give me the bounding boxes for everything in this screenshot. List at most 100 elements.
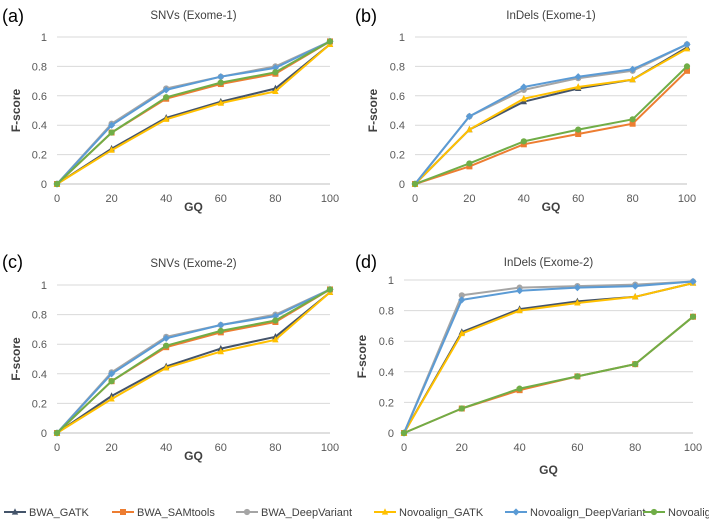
data-point	[458, 329, 465, 337]
data-point	[163, 94, 170, 101]
series-line	[56, 40, 331, 185]
x-tick-label: 60	[571, 442, 583, 454]
data-point	[326, 286, 334, 293]
x-tick-label: 60	[215, 442, 227, 454]
data-point	[272, 69, 279, 76]
x-tick-label: 60	[215, 193, 227, 205]
y-tick-label: 0.4	[32, 369, 47, 381]
legend-marker-icon	[243, 508, 251, 516]
series-line	[403, 315, 694, 434]
data-point	[53, 180, 61, 188]
series-line	[414, 65, 688, 185]
series-line	[403, 280, 694, 434]
data-point	[272, 335, 279, 343]
legend-label: Novoalign_DeepVariant	[530, 507, 645, 519]
x-tick-label: 0	[412, 193, 418, 205]
x-tick-label: 0	[54, 193, 60, 205]
legend-label: Novoalign_SAMtools	[668, 507, 709, 519]
chart-panel-2: (b) InDels (Exome-1) 0 0.2 0.4 0.6 0.8 1 0 20 40 60…	[355, 6, 696, 214]
y-tick-label: 0.4	[390, 120, 405, 132]
legend-entry-novoalign-gatk: Novoalign_GATK	[374, 507, 484, 519]
panel-label: (d)	[355, 252, 377, 272]
series-line	[414, 46, 688, 185]
data-point	[217, 73, 225, 81]
series-novoalign-samtools	[411, 63, 691, 188]
series-novoalign-deepvariant	[411, 40, 691, 188]
series-line	[56, 40, 331, 185]
data-point	[575, 83, 582, 90]
data-point	[632, 293, 639, 300]
x-tick-label: 0	[54, 442, 60, 454]
x-axis-label: GQ	[539, 463, 558, 477]
y-tick-label: 0.8	[390, 61, 405, 73]
chart-title: SNVs (Exome-2)	[150, 258, 236, 270]
series-novoalign-deepvariant	[400, 277, 697, 437]
y-axis-label: F-score	[9, 337, 23, 381]
legend-entry-bwa-deepvariant: BWA_DeepVariant	[236, 507, 352, 519]
data-point	[217, 99, 224, 106]
chart-panel-3: (c) SNVs (Exome-2) 0 0.2 0.4 0.6 0.8 1 0 20 40 60 80…	[2, 252, 339, 463]
data-point	[520, 83, 528, 91]
x-tick-label: 100	[678, 193, 696, 205]
series-line	[56, 40, 331, 185]
series-line	[403, 282, 694, 434]
data-point	[683, 40, 691, 48]
series-bwa-gatk	[400, 279, 697, 436]
data-point	[575, 131, 582, 138]
y-tick-label: 0.8	[379, 306, 394, 318]
data-point	[108, 395, 115, 402]
data-point	[108, 121, 116, 129]
series-line	[56, 291, 331, 434]
data-point	[162, 86, 170, 94]
data-point	[411, 180, 419, 188]
data-point	[574, 73, 582, 81]
series-novoalign-deepvariant	[53, 285, 334, 437]
series-novoalign-samtools	[53, 38, 334, 188]
y-tick-label: 1	[41, 280, 47, 292]
series-line	[56, 288, 331, 434]
x-tick-label: 100	[321, 193, 339, 205]
chart-panel-4: (d) InDels (Exome-2) 0 0.2 0.4 0.6 0.8 1 0 20 40 60…	[355, 252, 702, 477]
data-point	[217, 347, 224, 355]
series-novoalign-samtools	[53, 286, 334, 437]
data-point	[575, 126, 582, 133]
data-point	[271, 64, 279, 72]
data-point	[516, 287, 524, 295]
x-tick-label: 20	[463, 193, 475, 205]
data-point	[573, 284, 581, 292]
x-tick-label: 40	[518, 193, 530, 205]
legend-entry-bwa-gatk: BWA_GATK	[4, 507, 90, 519]
data-point	[217, 321, 225, 329]
data-point	[631, 282, 639, 290]
data-point	[217, 79, 224, 86]
y-tick-label: 0.6	[32, 339, 47, 351]
y-tick-label: 0.6	[390, 91, 405, 103]
data-point	[684, 67, 690, 74]
data-point	[516, 306, 523, 314]
y-tick-label: 0.4	[379, 367, 394, 379]
legend-marker-icon	[11, 508, 19, 515]
legend-label: BWA_SAMtools	[137, 507, 215, 519]
x-tick-label: 40	[513, 442, 525, 454]
y-tick-label: 0.4	[32, 120, 47, 132]
x-tick-label: 80	[269, 442, 281, 454]
data-point	[465, 112, 473, 120]
data-point	[400, 429, 408, 437]
series-line	[414, 70, 688, 185]
x-tick-label: 100	[321, 442, 339, 454]
data-point	[629, 120, 636, 127]
series-line	[56, 288, 331, 434]
legend-label: BWA_GATK	[29, 507, 90, 519]
data-point	[108, 146, 115, 153]
x-tick-label: 80	[626, 193, 638, 205]
data-point	[520, 94, 527, 102]
data-point	[53, 429, 61, 437]
panel-label: (a)	[2, 6, 24, 26]
series-bwa-samtools	[401, 313, 696, 436]
series-line	[56, 40, 331, 185]
data-point	[326, 38, 334, 45]
x-tick-label: 60	[572, 193, 584, 205]
series-line	[56, 43, 331, 185]
x-tick-label: 100	[684, 442, 702, 454]
chart-title: InDels (Exome-2)	[504, 257, 594, 269]
